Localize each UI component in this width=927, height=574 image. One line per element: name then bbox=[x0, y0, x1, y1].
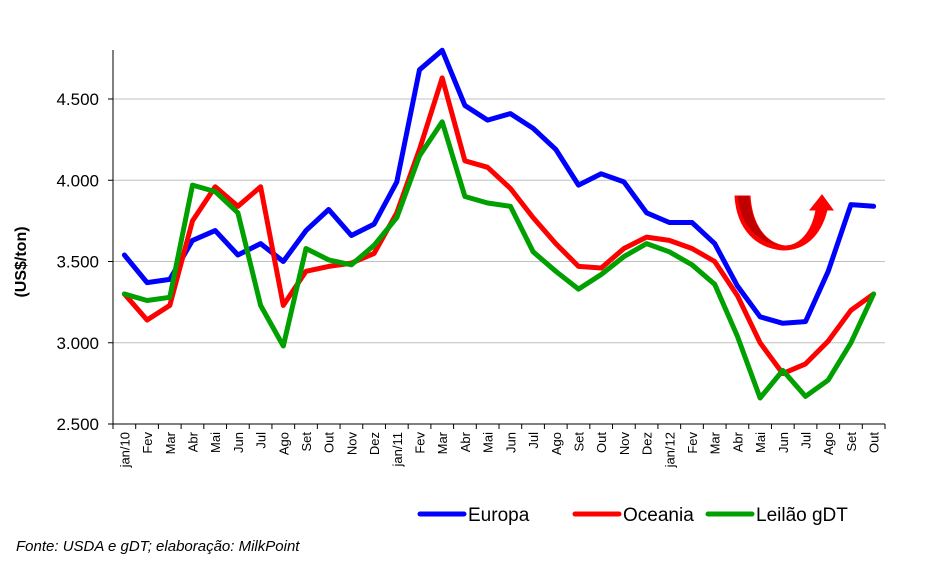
u-turn-arrow-icon bbox=[734, 194, 834, 251]
y-tick-labels: 2.500 3.000 3.500 4.000 4.500 bbox=[56, 90, 99, 434]
y-tick-label: 3.500 bbox=[56, 253, 99, 272]
x-tick-label: Abr bbox=[185, 431, 200, 452]
series-lines bbox=[121, 47, 877, 401]
x-tick-label: Ago bbox=[549, 432, 564, 455]
x-tick-label: Fev bbox=[685, 432, 700, 454]
x-tick-label: Set bbox=[571, 432, 586, 452]
y-tick-label: 2.500 bbox=[56, 415, 99, 434]
x-tick-label: Out bbox=[322, 432, 337, 453]
x-tick-label: Dez bbox=[367, 432, 382, 455]
source-note: Fonte: USDA e gDT; elaboração: MilkPoint bbox=[16, 538, 300, 555]
x-tick-label: Jul bbox=[799, 432, 814, 449]
x-tick-label: Mai bbox=[208, 432, 223, 453]
legend-label: Leilão gDT bbox=[756, 505, 848, 526]
x-tick-label: Out bbox=[594, 432, 609, 453]
x-tick-label: Fev bbox=[413, 432, 428, 454]
x-tick-label: Abr bbox=[458, 431, 473, 452]
series-line-europa bbox=[121, 47, 877, 326]
series-line-oceania bbox=[121, 75, 877, 377]
x-tick-label: Set bbox=[299, 432, 314, 452]
x-tick-label: Mar bbox=[435, 431, 450, 454]
x-tick-label: Mai bbox=[753, 432, 768, 453]
y-tick-label: 4.500 bbox=[56, 90, 99, 109]
x-tick-label: Jul bbox=[526, 432, 541, 449]
x-tick-label: Jun bbox=[776, 432, 791, 453]
x-tick-label: Dez bbox=[640, 432, 655, 455]
gridlines bbox=[113, 98, 885, 344]
x-tick-label: Mar bbox=[163, 431, 178, 454]
x-tick-label: Mar bbox=[708, 431, 723, 454]
x-tick-label: Fev bbox=[140, 432, 155, 454]
y-axis-label: (US$/ton) bbox=[13, 226, 30, 297]
legend: Europa Oceania Leilão gDT bbox=[417, 505, 848, 526]
x-tick-label: jan/10 bbox=[117, 432, 132, 468]
axes bbox=[108, 50, 886, 429]
legend-label: Europa bbox=[468, 505, 530, 526]
legend-label: Oceania bbox=[623, 505, 694, 526]
y-tick-label: 4.000 bbox=[56, 171, 99, 190]
x-tick-label: Nov bbox=[344, 432, 359, 456]
x-tick-label: Jun bbox=[503, 432, 518, 453]
x-tick-label: Set bbox=[844, 432, 859, 452]
x-tick-label: Jun bbox=[231, 432, 246, 453]
x-tick-labels: jan/10 Fev Mar Abr Mai Jun Jul Ago Set Out Nov Dez j… bbox=[117, 431, 881, 468]
x-tick-label: jan/12 bbox=[662, 432, 677, 468]
x-tick-label: jan/11 bbox=[390, 432, 405, 467]
x-tick-label: Ago bbox=[276, 432, 291, 455]
x-tick-label: Mai bbox=[481, 432, 496, 453]
x-tick-label: Jul bbox=[254, 432, 269, 449]
x-tick-label: Abr bbox=[730, 431, 745, 452]
x-tick-label: Nov bbox=[617, 432, 632, 456]
series-line-leil-o-gdt bbox=[121, 119, 877, 401]
y-tick-label: 3.000 bbox=[56, 334, 99, 353]
x-tick-label: Out bbox=[867, 432, 882, 453]
x-tick-label: Ago bbox=[821, 432, 836, 455]
